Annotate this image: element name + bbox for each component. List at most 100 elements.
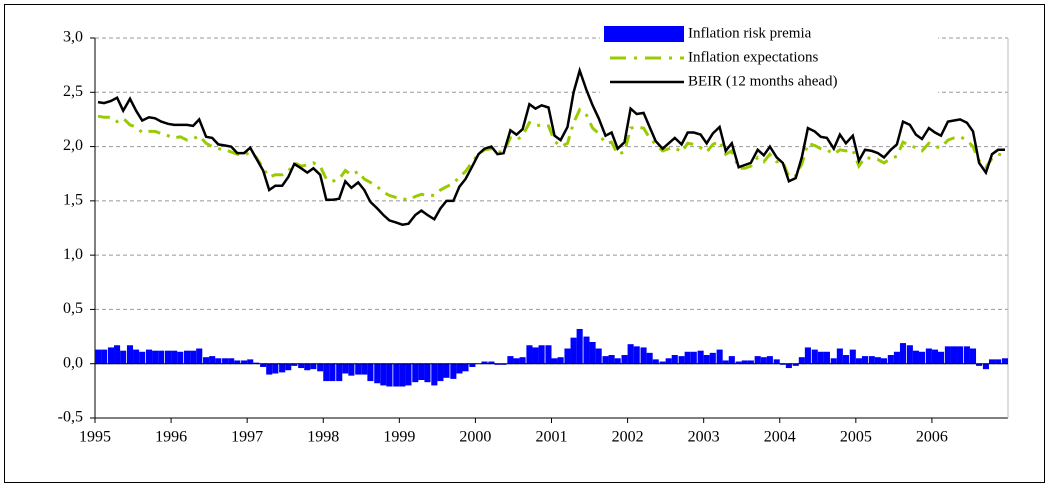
bar [995, 359, 1002, 364]
bar [823, 351, 830, 364]
bar [766, 356, 773, 364]
x-tick-label: 2002 [612, 429, 644, 446]
bar [437, 363, 444, 382]
bar [329, 363, 336, 382]
bar [500, 363, 507, 365]
bar [184, 350, 191, 364]
bar [507, 356, 514, 364]
bar [944, 346, 951, 364]
bar [906, 345, 913, 364]
bar [728, 356, 735, 364]
bar [918, 351, 926, 364]
bar [627, 344, 634, 364]
bar [279, 363, 286, 373]
bar [817, 351, 824, 364]
bar [519, 357, 526, 364]
bar [253, 362, 260, 364]
bar [424, 363, 431, 383]
bar [950, 346, 958, 364]
bar [336, 363, 343, 382]
y-tick-label: 1,0 [63, 246, 83, 263]
bar [158, 350, 165, 364]
bar [779, 363, 786, 365]
bar [564, 348, 571, 364]
bar [488, 361, 495, 364]
bar [513, 358, 520, 364]
bar [545, 345, 552, 364]
bar [538, 345, 545, 364]
bar [272, 363, 279, 374]
x-tick-label: 2000 [459, 429, 491, 446]
bar [640, 347, 647, 364]
bar [893, 351, 900, 364]
bar [418, 363, 425, 380]
bar [703, 355, 710, 364]
bar [868, 356, 875, 364]
legend-label: Inflation expectations [688, 49, 819, 65]
bar [114, 345, 121, 364]
bar [741, 360, 748, 364]
bar [462, 363, 469, 372]
bar [842, 355, 849, 364]
x-tick-label: 1997 [231, 429, 263, 446]
bar [912, 350, 919, 364]
bar [215, 358, 222, 364]
bar [608, 355, 615, 364]
bar [976, 363, 983, 366]
bar [576, 328, 583, 364]
bar [811, 349, 818, 364]
bar [557, 357, 564, 364]
bar [120, 350, 127, 364]
bar [266, 363, 273, 375]
x-tick-label: 1995 [79, 429, 111, 446]
bar [526, 345, 533, 364]
bar [798, 357, 805, 364]
bar [880, 358, 888, 364]
bar [671, 355, 678, 364]
bar [963, 346, 970, 364]
bar [589, 342, 596, 364]
bar [145, 349, 153, 364]
bar [222, 358, 229, 364]
bar [646, 352, 653, 364]
bar [792, 363, 799, 366]
bar [785, 363, 792, 369]
bar [177, 351, 184, 364]
bar [126, 345, 134, 364]
x-tick-label: 2006 [916, 429, 948, 446]
bar [291, 363, 298, 366]
bar [247, 359, 254, 364]
legend: Inflation risk premia Inflation expectati… [600, 20, 938, 98]
bar [203, 357, 210, 364]
bar [969, 348, 977, 364]
bar [431, 363, 438, 386]
x-tick-label: 1998 [307, 429, 339, 446]
bar [722, 360, 729, 364]
bar [481, 361, 488, 364]
x-tick-label: 2001 [536, 429, 568, 446]
bar [709, 352, 716, 364]
y-tick-label: -0,5 [58, 409, 83, 426]
bar [469, 363, 476, 367]
x-tick-label: 1999 [383, 429, 415, 446]
bar [938, 351, 945, 364]
bar [399, 363, 406, 387]
bar [241, 360, 248, 364]
bar [665, 358, 672, 364]
legend-label: Inflation risk premia [688, 25, 812, 41]
y-tick-label: 0,0 [63, 354, 83, 371]
bar [716, 349, 723, 364]
x-tick-label: 2004 [764, 429, 796, 446]
plot-area: -0,5 0,0 0,5 1,0 1,5 2,0 2,5 3,0 1995 1996 1997 199… [58, 29, 1009, 446]
bar [386, 363, 393, 387]
bar [849, 349, 856, 364]
bar [988, 359, 996, 364]
x-tick-label: 2005 [840, 429, 872, 446]
bar [171, 350, 178, 364]
bar [899, 343, 907, 364]
bar [652, 359, 659, 364]
bar [317, 363, 324, 372]
bar [443, 363, 450, 378]
bar [621, 355, 628, 364]
